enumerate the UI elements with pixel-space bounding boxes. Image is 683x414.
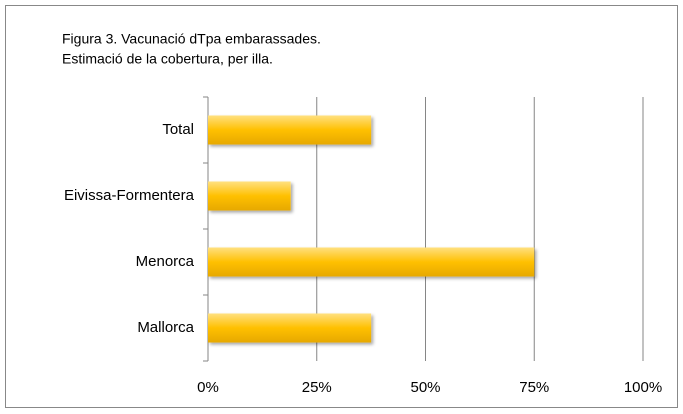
x-tick-label: 25%	[302, 379, 332, 396]
y-tick-label: Eivissa-Formentera	[64, 187, 195, 204]
y-tick-label: Total	[162, 121, 194, 138]
y-tick-label: Mallorca	[137, 319, 194, 336]
bar	[208, 115, 372, 145]
chart-subtitle: Estimació de la cobertura, per illa.	[62, 51, 273, 67]
x-tick-label: 0%	[197, 379, 219, 396]
x-tick-label: 100%	[624, 379, 662, 396]
bar	[208, 247, 535, 277]
chart-title: Figura 3. Vacunació dTpa embarassades.	[62, 31, 321, 47]
x-tick-label: 75%	[519, 379, 549, 396]
x-tick-label: 50%	[410, 379, 440, 396]
bar	[208, 181, 291, 211]
y-tick-label: Menorca	[136, 253, 195, 270]
bar	[208, 313, 372, 343]
